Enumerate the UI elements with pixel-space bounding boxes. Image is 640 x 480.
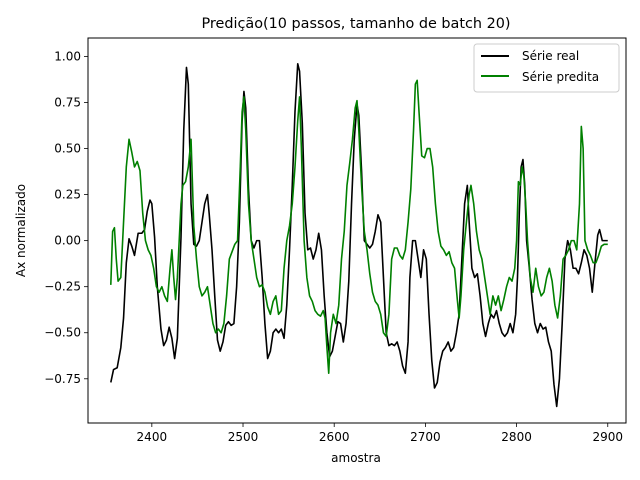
legend-label-serie-predita: Série predita (522, 70, 599, 84)
y-tick-label: 0.50 (54, 142, 81, 156)
x-tick-label: 2900 (592, 430, 623, 444)
y-tick-label: −0.50 (44, 326, 81, 340)
y-tick-label: −0.75 (44, 372, 81, 386)
x-tick-label: 2400 (137, 430, 168, 444)
legend-label-serie-real: Série real (522, 49, 579, 63)
legend: Série real Série predita (473, 43, 620, 93)
series-line-1 (110, 79, 608, 375)
series-layer (110, 62, 608, 408)
x-axis-ticks: 2400 2500 2600 2700 2800 2900 (137, 423, 623, 444)
y-tick-label: 1.00 (54, 49, 81, 63)
y-tick-label: 0.75 (54, 95, 81, 109)
y-axis-label: Ax normalizado (14, 184, 28, 277)
x-tick-label: 2800 (501, 430, 532, 444)
y-tick-label: 0.25 (54, 188, 81, 202)
x-axis-label: amostra (331, 451, 381, 465)
y-axis-ticks: −0.75 −0.50 −0.25 0.00 0.25 0.50 0.75 1.00 (44, 49, 88, 386)
y-tick-label: −0.25 (44, 280, 81, 294)
x-tick-label: 2600 (319, 430, 350, 444)
y-tick-label: 0.00 (54, 234, 81, 248)
plot-area-frame (87, 37, 627, 424)
x-tick-label: 2500 (228, 430, 259, 444)
chart-title: Predição(10 passos, tamanho de batch 20) (201, 16, 510, 32)
legend-box (473, 43, 620, 93)
x-tick-label: 2700 (410, 430, 441, 444)
